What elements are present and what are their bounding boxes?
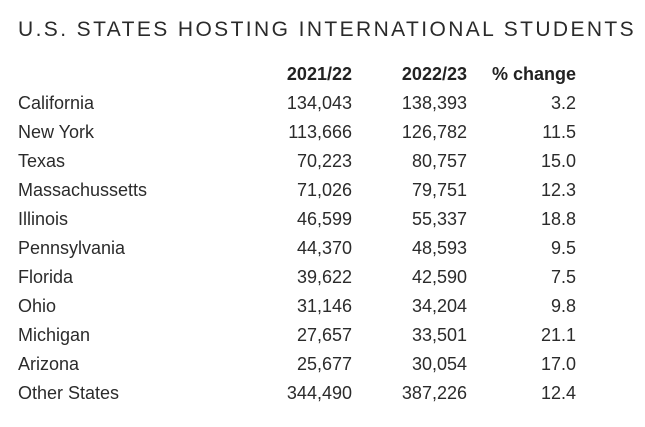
state-cell: Other States — [18, 383, 120, 403]
table-row: California 134,043 138,393 3.2 — [0, 89, 645, 118]
percent-change-cell: 21.1 — [540, 325, 576, 345]
value-2021-22-cell: 39,622 — [296, 267, 352, 287]
value-2021-22-cell: 113,666 — [288, 122, 352, 142]
value-2022-23-cell: 33,501 — [411, 325, 467, 345]
table-row: Florida 39,622 42,590 7.5 — [0, 263, 645, 292]
value-2021-22-cell: 71,026 — [296, 180, 352, 200]
value-2022-23-cell: 79,751 — [411, 180, 467, 200]
percent-change-cell: 3.2 — [550, 93, 576, 113]
value-2021-22-cell: 70,223 — [296, 151, 352, 171]
state-cell: Pennsylvania — [18, 238, 126, 258]
state-cell: California — [18, 93, 95, 113]
state-cell: Florida — [18, 267, 74, 287]
value-2022-23-cell: 42,590 — [411, 267, 467, 287]
table-row: Massachussetts 71,026 79,751 12.3 — [0, 176, 645, 205]
state-cell: Massachussetts — [18, 180, 148, 200]
value-2021-22-cell: 25,677 — [296, 354, 352, 374]
table-row: Ohio 31,146 34,204 9.8 — [0, 292, 645, 321]
table-row: Other States 344,490 387,226 12.4 — [0, 379, 645, 408]
value-2021-22-cell: 344,490 — [286, 383, 352, 403]
table-title: U.S. STATES HOSTING INTERNATIONAL STUDEN… — [18, 18, 637, 41]
table-row: Arizona 25,677 30,054 17.0 — [0, 350, 645, 379]
value-2022-23-cell: 80,757 — [411, 151, 467, 171]
states-table: 2021/22 2022/23 % change California 134,… — [0, 60, 645, 408]
value-2022-23-cell: 30,054 — [411, 354, 467, 374]
state-cell: Arizona — [18, 354, 80, 374]
table-row: Pennsylvania 44,370 48,593 9.5 — [0, 234, 645, 263]
percent-change-cell: 9.5 — [550, 238, 576, 258]
value-2021-22-cell: 31,146 — [296, 296, 352, 316]
table-row: New York 113,666 126,782 11.5 — [0, 118, 645, 147]
percent-change-cell: 12.4 — [540, 383, 576, 403]
value-2022-23-cell: 55,337 — [411, 209, 467, 229]
header-2021-22: 2021/22 — [286, 64, 352, 84]
percent-change-cell: 15.0 — [540, 151, 576, 171]
table-row: Texas 70,223 80,757 15.0 — [0, 147, 645, 176]
value-2022-23-cell: 34,204 — [411, 296, 467, 316]
value-2021-22-cell: 134,043 — [286, 93, 352, 113]
value-2022-23-cell: 126,782 — [401, 122, 467, 142]
percent-change-cell: 18.8 — [540, 209, 576, 229]
value-2022-23-cell: 48,593 — [411, 238, 467, 258]
percent-change-cell: 17.0 — [540, 354, 576, 374]
table-header-row: 2021/22 2022/23 % change — [0, 60, 645, 89]
state-cell: Texas — [18, 151, 66, 171]
table-row: Michigan 27,657 33,501 21.1 — [0, 321, 645, 350]
header-2022-23: 2022/23 — [401, 64, 467, 84]
value-2022-23-cell: 138,393 — [401, 93, 467, 113]
percent-change-cell: 11.5 — [542, 122, 576, 142]
state-cell: Michigan — [18, 325, 91, 345]
header-percent-change: % change — [491, 64, 576, 84]
value-2021-22-cell: 44,370 — [296, 238, 352, 258]
percent-change-cell: 12.3 — [540, 180, 576, 200]
value-2022-23-cell: 387,226 — [401, 383, 467, 403]
state-cell: Ohio — [18, 296, 57, 316]
percent-change-cell: 7.5 — [550, 267, 576, 287]
table-row: Illinois 46,599 55,337 18.8 — [0, 205, 645, 234]
value-2021-22-cell: 27,657 — [296, 325, 352, 345]
state-cell: New York — [18, 122, 95, 142]
state-cell: Illinois — [18, 209, 69, 229]
percent-change-cell: 9.8 — [550, 296, 576, 316]
value-2021-22-cell: 46,599 — [296, 209, 352, 229]
